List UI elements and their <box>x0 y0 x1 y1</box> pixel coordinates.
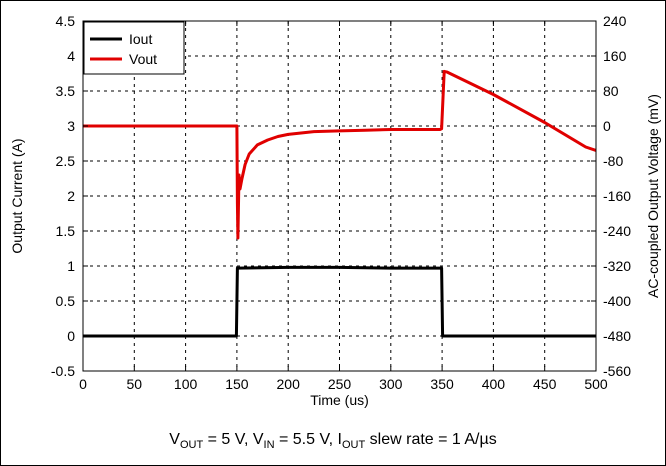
caption-vout-value: = 5 V, V <box>203 431 264 448</box>
x-tick-label: 100 <box>174 376 198 392</box>
y-right-tick-label: -560 <box>603 363 631 379</box>
series-line-vout <box>83 69 596 240</box>
caption-slew-text: slew rate = 1 A/µs <box>365 431 497 448</box>
chart-caption: VOUT = 5 V, VIN = 5.5 V, IOUT slew rate … <box>1 431 665 451</box>
x-tick-labels: 0 50 100 150 200 250 300 350 400 450 500 <box>79 376 608 392</box>
y-right-tick-label: 80 <box>603 83 619 99</box>
y-left-tick-label: 2.5 <box>56 153 76 169</box>
y-right-tick-label: 240 <box>603 13 627 29</box>
legend-label-vout: Vout <box>129 51 157 67</box>
x-tick-label: 0 <box>79 376 87 392</box>
y-left-tick-label: 3.5 <box>56 83 76 99</box>
y-left-tick-label: 3 <box>67 118 75 134</box>
y-right-tick-label: -480 <box>603 328 631 344</box>
y-right-tick-label: -160 <box>603 188 631 204</box>
y-left-tick-label: 2 <box>67 188 75 204</box>
x-tick-label: 50 <box>127 376 143 392</box>
x-tick-label: 250 <box>328 376 352 392</box>
y-right-tick-label: -80 <box>603 153 623 169</box>
y-left-axis-label: Output Current (A) <box>9 138 25 253</box>
x-tick-label: 450 <box>533 376 557 392</box>
y-left-tick-label: 0 <box>67 328 75 344</box>
series-lines <box>83 69 596 338</box>
x-tick-label: 300 <box>379 376 403 392</box>
y-left-tick-label: 4 <box>67 48 75 64</box>
y-left-tick-label: -0.5 <box>51 363 75 379</box>
x-tick-label: 200 <box>277 376 301 392</box>
x-tick-label: 150 <box>225 376 249 392</box>
x-tick-label: 500 <box>584 376 608 392</box>
x-tick-label: 400 <box>482 376 506 392</box>
legend-label-iout: Iout <box>129 31 152 47</box>
y-left-tick-label: 4.5 <box>56 13 76 29</box>
chart-svg: 0 50 100 150 200 250 300 350 400 450 500 -0.500.51… <box>9 13 661 408</box>
series-line-iout <box>83 265 596 338</box>
y-right-tick-label: 160 <box>603 48 627 64</box>
y-left-tick-labels: -0.5 0 0.5 1 1.5 2 2.5 3 3.5 4 4.5 <box>51 13 75 379</box>
y-left-tick-label: 1.5 <box>56 223 76 239</box>
y-right-tick-label: -240 <box>603 223 631 239</box>
y-left-tick-label: 1 <box>67 258 75 274</box>
y-right-tick-label: 0 <box>603 118 611 134</box>
y-right-tick-label: -400 <box>603 293 631 309</box>
y-right-axis-label: AC-coupled Output Voltage (mV) <box>645 94 661 298</box>
y-right-tick-label: -320 <box>603 258 631 274</box>
y-left-tick-label: 0.5 <box>56 293 76 309</box>
legend: Iout Vout <box>83 21 185 75</box>
caption-vin-value: = 5.5 V, I <box>274 431 342 448</box>
caption-vout-subscript: OUT <box>179 439 204 452</box>
caption-vin-subscript: IN <box>263 439 275 452</box>
caption-v-label: V <box>169 431 180 448</box>
x-axis-label: Time (us) <box>310 392 369 408</box>
legend-box <box>83 21 185 75</box>
x-tick-label: 350 <box>430 376 454 392</box>
caption-iout-subscript: OUT <box>341 439 366 452</box>
y-right-tick-labels: -560 -480 -400 -320 -240 -160 -80 0 80 160 240 <box>603 13 631 379</box>
